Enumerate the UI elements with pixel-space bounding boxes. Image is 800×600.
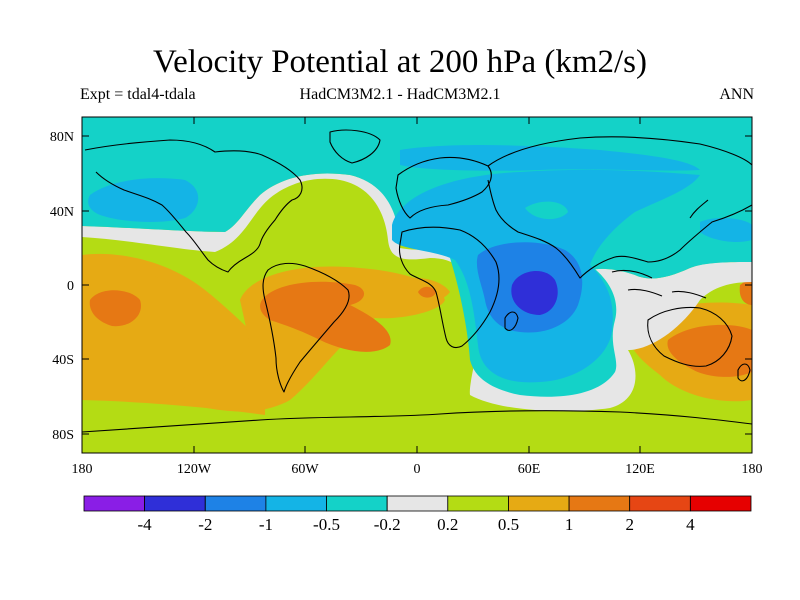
coast-indonesia <box>611 269 707 299</box>
coast-north-america <box>84 139 303 273</box>
coast-madagascar <box>504 311 519 331</box>
lon-label: 60W <box>291 462 319 477</box>
colorbar-swatch <box>690 495 752 512</box>
lon-label: 120W <box>177 462 212 477</box>
coast-greenland <box>329 129 381 164</box>
field-gold-atlantic <box>380 277 450 306</box>
colorbar-swatch <box>386 495 449 512</box>
field-cyan-farpac <box>700 218 752 243</box>
lon-labels: 180 120W 60W 0 60E 120E 180 <box>72 462 763 477</box>
coast-africa <box>398 226 500 349</box>
colorbar-swatch <box>447 495 509 512</box>
field-gold-samerica <box>170 266 445 412</box>
colorbar-label: 4 <box>686 515 695 534</box>
colorbar-swatch <box>83 495 145 512</box>
map-title: Velocity Potential at 200 hPa (km2/s) <box>152 44 648 80</box>
lon-label: 180 <box>742 462 763 477</box>
colorbar-label: -0.5 <box>313 515 340 534</box>
field-cyan-northpac <box>88 178 199 222</box>
coast-japan <box>689 199 709 219</box>
field-orange-australia <box>667 324 752 377</box>
coast-australia <box>647 306 733 367</box>
colorbar-swatch <box>508 495 570 512</box>
coast-south-america <box>262 262 350 393</box>
field-orange-eastpac <box>739 280 752 305</box>
colorbar-label: 0.2 <box>437 515 458 534</box>
lon-label: 120E <box>625 462 655 477</box>
coast-new-zealand <box>737 363 751 382</box>
lon-label: 60E <box>518 462 541 477</box>
lon-label: 0 <box>414 462 421 477</box>
lat-tick-marks <box>82 135 752 435</box>
colorbar-label: -0.2 <box>374 515 401 534</box>
season-label: ANN <box>719 86 754 103</box>
coast-asia <box>487 136 752 279</box>
colorbar-label: -2 <box>198 515 212 534</box>
coast-europe <box>395 156 492 219</box>
lon-label: 180 <box>72 462 93 477</box>
lon-tick-marks <box>81 117 753 453</box>
colorbar-swatch <box>629 495 691 512</box>
field-teal-patch <box>525 201 568 220</box>
experiment-label: Expt = tdal4-tdala <box>80 86 196 103</box>
field-orange-samerica <box>260 281 391 352</box>
lat-label: 40N <box>50 205 74 220</box>
model-label: HadCM3M2.1 - HadCM3M2.1 <box>299 86 501 103</box>
lat-label: 0 <box>67 279 74 294</box>
field-cyan-arctic <box>400 145 700 171</box>
lat-labels: 80N 40N 0 40S 80S <box>50 130 74 443</box>
colorbar-swatch <box>144 495 206 512</box>
colorbar-label: 0.5 <box>498 515 519 534</box>
coast-antarctica <box>82 410 752 433</box>
colorbar-label: 2 <box>625 515 634 534</box>
colorbar-swatch <box>326 495 388 512</box>
colorbar-label: -4 <box>138 515 153 534</box>
coastlines <box>82 129 752 433</box>
colorbar-swatch <box>204 495 267 512</box>
contour-field <box>82 117 752 453</box>
colorbar-swatch <box>265 495 327 512</box>
lat-label: 80S <box>52 428 74 443</box>
field-orange-atlantic <box>418 286 436 298</box>
field-orange-pacific <box>89 290 141 327</box>
lat-label: 80N <box>50 130 74 145</box>
colorbar-swatch <box>568 495 631 512</box>
colorbar-label: 1 <box>565 515 574 534</box>
colorbar: -4 -2 -1 -0.5 -0.2 0.2 0.5 1 2 4 <box>83 495 752 534</box>
field-darkblue-core <box>511 270 558 315</box>
lat-label: 40S <box>52 353 74 368</box>
colorbar-label: -1 <box>259 515 273 534</box>
